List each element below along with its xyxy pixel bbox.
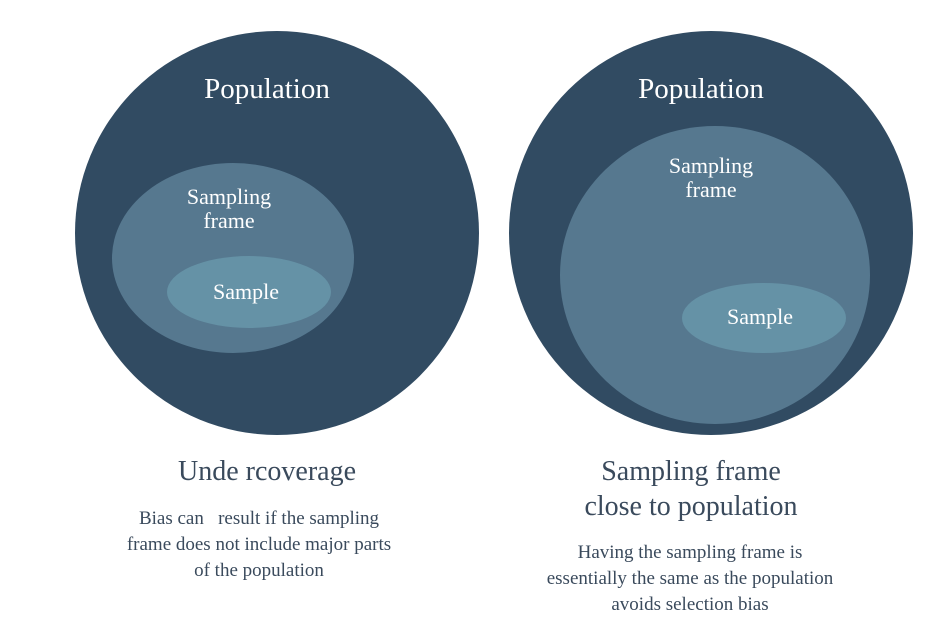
right-venn: Population Sampling frame Sample — [509, 31, 913, 435]
population-label: Population — [204, 73, 330, 105]
sample-label: Sample — [727, 304, 793, 329]
caption-line: Having the sampling frame is — [577, 542, 803, 563]
caption-line: frame does not include major parts — [126, 534, 392, 555]
sampling-frame-label-line-1: Sampling — [187, 184, 271, 209]
right-caption-description: Having the sampling frame is essentially… — [500, 540, 880, 618]
left-caption-description: Bias can result if the sampling frame do… — [84, 506, 434, 584]
caption-title-line: Sampling frame — [601, 456, 781, 487]
sampling-frame-label-line-2: frame — [685, 177, 736, 202]
caption-line: Bias can result if the sampling — [138, 508, 380, 529]
sampling-frame-label-line-2: frame — [203, 208, 254, 233]
caption-title-line: close to population — [584, 491, 798, 522]
left-venn: Population Sampling frame Sample — [75, 31, 479, 435]
population-label: Population — [638, 73, 764, 105]
caption-line: avoids selection bias — [611, 594, 769, 615]
right-caption-title: Sampling frame close to population — [536, 454, 846, 524]
sampling-frame-label-line-1: Sampling — [669, 153, 753, 178]
caption-line: essentially the same as the population — [546, 568, 834, 589]
sample-ellipse — [167, 256, 331, 328]
left-caption-title: Unde rcoverage — [117, 454, 417, 489]
sample-label: Sample — [213, 279, 279, 304]
sample-ellipse — [682, 283, 846, 353]
caption-title-line: Unde rcoverage — [177, 456, 356, 487]
caption-line: of the population — [194, 560, 324, 581]
